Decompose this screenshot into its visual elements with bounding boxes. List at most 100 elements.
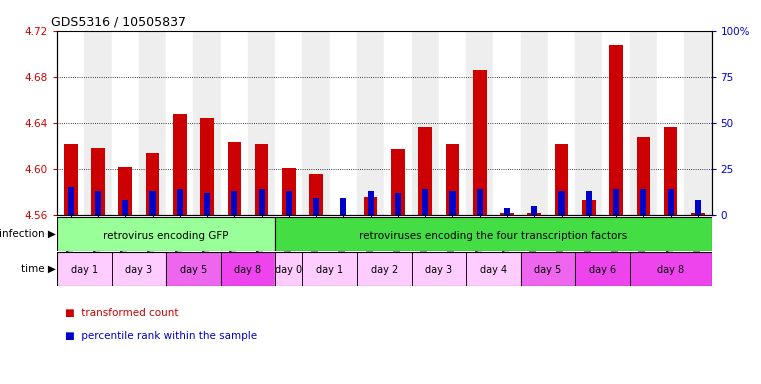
Bar	[275, 252, 303, 286]
Bar	[412, 252, 466, 286]
Bar	[368, 191, 374, 215]
Bar	[166, 252, 221, 286]
Bar	[412, 252, 466, 286]
Text: day 4: day 4	[480, 265, 507, 275]
Text: day 8: day 8	[234, 265, 262, 275]
Bar	[84, 31, 112, 215]
Bar	[613, 189, 619, 215]
Bar	[473, 70, 486, 215]
Bar	[657, 31, 684, 215]
Bar	[575, 252, 630, 286]
Bar	[548, 31, 575, 215]
Bar	[527, 213, 541, 215]
Bar	[664, 127, 677, 215]
Bar	[145, 153, 159, 215]
Bar	[419, 127, 432, 215]
Bar	[500, 213, 514, 215]
Bar	[166, 31, 193, 215]
Bar	[446, 144, 460, 215]
Bar	[630, 31, 657, 215]
Text: GDS5316 / 10505837: GDS5316 / 10505837	[50, 15, 186, 28]
Bar	[340, 199, 346, 215]
Bar	[303, 252, 357, 286]
Bar	[200, 118, 214, 215]
Bar	[575, 252, 630, 286]
Bar	[439, 31, 466, 215]
Bar	[193, 31, 221, 215]
Bar	[364, 197, 377, 215]
Bar	[610, 45, 623, 215]
Bar	[630, 252, 712, 286]
Bar	[582, 200, 596, 215]
Bar	[149, 191, 155, 215]
Bar	[586, 191, 592, 215]
Bar	[64, 144, 78, 215]
Text: day 2: day 2	[371, 265, 398, 275]
Bar	[667, 189, 673, 215]
Bar	[555, 144, 568, 215]
Bar	[521, 252, 575, 286]
Bar	[357, 31, 384, 215]
Bar	[575, 31, 603, 215]
Bar	[466, 252, 521, 286]
Bar	[684, 31, 712, 215]
Bar	[139, 31, 166, 215]
Text: day 3: day 3	[425, 265, 452, 275]
Bar	[68, 187, 74, 215]
Bar	[422, 189, 428, 215]
Bar	[221, 31, 248, 215]
Bar	[309, 174, 323, 215]
Bar	[640, 189, 646, 215]
Bar	[221, 252, 275, 286]
Bar	[248, 31, 275, 215]
Bar	[303, 252, 357, 286]
Bar	[282, 168, 296, 215]
Bar	[228, 142, 241, 215]
Bar	[112, 252, 166, 286]
Text: day 0: day 0	[275, 265, 302, 275]
Bar	[57, 252, 112, 286]
Bar	[255, 144, 269, 215]
Bar	[695, 200, 701, 215]
Bar	[357, 252, 412, 286]
Bar	[636, 137, 650, 215]
Bar	[466, 252, 521, 286]
Text: day 5: day 5	[534, 265, 562, 275]
Bar	[395, 193, 401, 215]
Bar	[303, 31, 330, 215]
Text: day 1: day 1	[71, 265, 98, 275]
Bar	[330, 31, 357, 215]
Bar	[476, 189, 482, 215]
Bar	[559, 191, 565, 215]
Bar	[57, 252, 112, 286]
Text: retrovirus encoding GFP: retrovirus encoding GFP	[103, 230, 229, 240]
Bar	[313, 199, 319, 215]
Bar	[336, 215, 350, 217]
Bar	[112, 31, 139, 215]
Bar	[493, 31, 521, 215]
Text: ■  transformed count: ■ transformed count	[65, 308, 178, 318]
Text: day 1: day 1	[317, 265, 343, 275]
Bar	[504, 208, 510, 215]
Bar	[123, 200, 129, 215]
Bar	[450, 191, 456, 215]
Bar	[57, 217, 275, 251]
Text: day 5: day 5	[180, 265, 207, 275]
Bar	[412, 31, 439, 215]
Bar	[166, 252, 221, 286]
Bar	[231, 191, 237, 215]
Text: time ▶: time ▶	[21, 264, 56, 274]
Text: day 8: day 8	[657, 265, 684, 275]
Bar	[91, 148, 105, 215]
Bar	[275, 31, 303, 215]
Bar	[384, 31, 412, 215]
Bar	[531, 206, 537, 215]
Bar	[286, 191, 292, 215]
Bar	[521, 252, 575, 286]
Bar	[691, 213, 705, 215]
Bar	[57, 31, 84, 215]
Bar	[112, 252, 166, 286]
Bar	[259, 189, 265, 215]
Bar	[177, 189, 183, 215]
Text: retroviruses encoding the four transcription factors: retroviruses encoding the four transcrip…	[359, 230, 628, 240]
